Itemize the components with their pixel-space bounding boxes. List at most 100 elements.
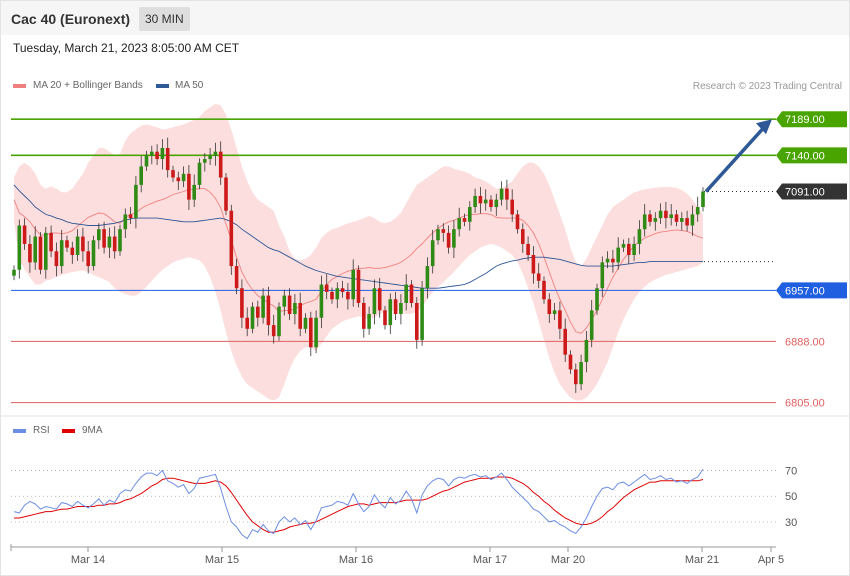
rsi-tick-label: 50 [785, 491, 797, 503]
x-axis-tick-label: Mar 20 [551, 554, 585, 566]
candle-body [547, 299, 552, 315]
level-label-resistance: 7189.00 [785, 114, 825, 126]
candle-body [187, 173, 191, 200]
candle-body [107, 236, 112, 248]
research-credit: Research © 2023 Trading Central [692, 81, 842, 92]
candle-body [271, 325, 276, 337]
candle-body [499, 188, 504, 200]
candle-body [685, 218, 689, 226]
legend-label-rsi: RSI [33, 425, 50, 436]
candle-body [430, 240, 435, 267]
candle-body [664, 210, 668, 219]
candle-body [621, 243, 626, 248]
candle-body [377, 288, 382, 311]
candle-body [595, 288, 599, 311]
candle-body [574, 369, 578, 385]
candle-body [112, 236, 117, 252]
candle-body [680, 218, 684, 222]
level-label-support: 6805.00 [785, 398, 825, 410]
candle-body [181, 173, 186, 182]
candle-body [38, 236, 43, 270]
candle-body [208, 155, 212, 160]
candle-body [558, 310, 562, 329]
candle-body [319, 284, 324, 318]
level-label-resistance: 7140.00 [785, 150, 825, 162]
level-tag-resistance [776, 111, 847, 128]
candle-body [150, 151, 154, 156]
x-axis-tick-label: Mar 16 [339, 554, 373, 566]
candle-body [478, 195, 483, 204]
legend-swatch-rsi-ma [62, 429, 75, 433]
candle-body [383, 310, 387, 326]
candle-body [192, 184, 196, 200]
projection-arrow-line [704, 124, 768, 193]
candle-body [176, 177, 181, 182]
candle-body [351, 269, 355, 300]
legend-label-ma50: MA 50 [175, 80, 204, 91]
candle-body [521, 229, 525, 244]
rsi-tick-label: 70 [785, 466, 797, 478]
candle-body [489, 199, 493, 208]
candle-body [611, 258, 615, 263]
candle-body [420, 288, 424, 340]
candle-body [616, 247, 620, 263]
candle-body [81, 236, 85, 252]
candle-body [224, 177, 228, 211]
candle-body [690, 214, 695, 226]
candle-body [701, 191, 705, 208]
legend-swatch-rsi [13, 429, 26, 433]
candle-body [59, 240, 64, 267]
legend-swatch-ma50 [156, 84, 169, 88]
candle-body [17, 225, 22, 270]
candle-body [372, 288, 377, 315]
instrument-title: Cac 40 (Euronext) [11, 11, 131, 27]
candle-body [261, 295, 265, 318]
timeframe-badge[interactable]: 30 MIN [139, 7, 190, 31]
candle-body [324, 284, 329, 292]
candle-body [669, 214, 673, 219]
rsi-line [13, 469, 704, 540]
candle-body [446, 232, 451, 248]
candle-body [674, 214, 679, 222]
candle-body [563, 328, 567, 355]
legend-label-ma20: MA 20 + Bollinger Bands [33, 80, 143, 91]
candle-body [340, 288, 345, 292]
candle-body [309, 317, 313, 348]
candle-body [128, 214, 133, 219]
candle-body [542, 280, 546, 300]
rsi-tick-label: 30 [785, 517, 797, 529]
candle-body [256, 306, 260, 318]
candle-body [282, 295, 287, 307]
x-axis-tick-label: Mar 15 [205, 554, 239, 566]
candle-body [515, 214, 520, 230]
candle-body [118, 229, 122, 252]
candle-body [658, 210, 663, 219]
candle-body [404, 284, 408, 303]
candle-body [415, 302, 419, 340]
level-label-last: 7091.00 [785, 187, 825, 199]
candle-body [97, 229, 101, 241]
candle-body [213, 151, 218, 156]
candle-body [144, 155, 149, 167]
level-tag-last [776, 183, 847, 200]
candle-body [356, 269, 361, 303]
candle-body [86, 251, 90, 267]
candle-body [462, 218, 467, 222]
candle-body [653, 218, 658, 222]
candle-body [229, 210, 234, 267]
candle-body [33, 236, 37, 263]
candle-body [589, 310, 594, 340]
candle-body [584, 339, 589, 363]
candle-body [102, 229, 106, 248]
candle-body [250, 306, 255, 329]
candle-body [483, 199, 488, 204]
level-label-support: 6888.00 [785, 336, 825, 348]
legend-swatch-ma20 [13, 84, 26, 88]
chart-header: Cac 40 (Euronext) 30 MIN [1, 1, 849, 35]
legend-label-rsi-ma: 9MA [82, 425, 103, 436]
candle-body [314, 317, 318, 348]
candle-body [637, 229, 642, 244]
candle-body [367, 314, 371, 329]
candle-body [473, 195, 477, 208]
